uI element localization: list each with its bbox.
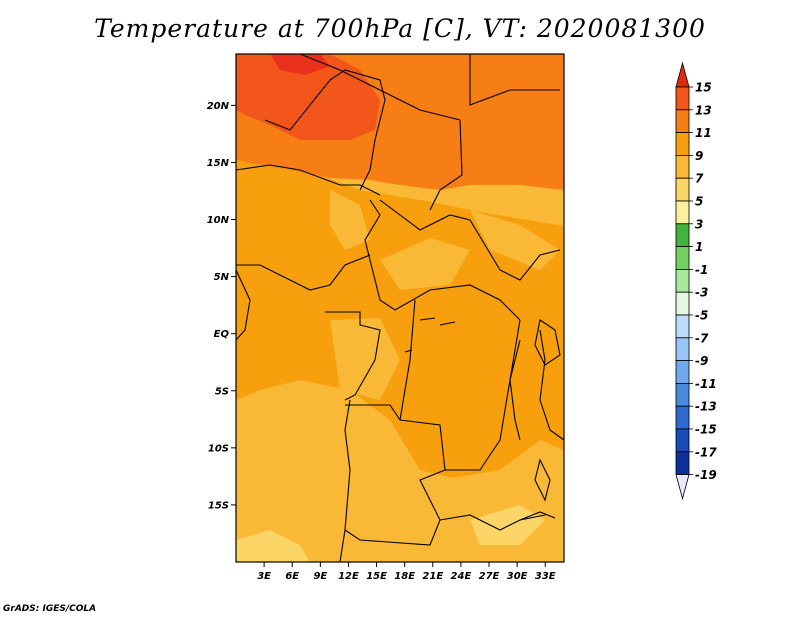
colorbar-label: 15 [695,81,712,95]
colorbar-segment [675,86,690,111]
colorbar-segment [675,337,690,361]
colorbar-label: 9 [695,149,703,163]
chart-title: Temperature at 700hPa [C], VT: 202008130… [94,14,706,43]
field-patch-7-9 [330,190,370,250]
colorbar-label: -7 [695,331,709,345]
lake-shore [509,319,521,441]
colorbar-label: -13 [695,400,717,414]
lon-tick-label: 18E [394,571,415,582]
colorbar-label: 7 [695,172,704,186]
lon-tick-label: 9E [313,571,327,582]
border-line [539,329,565,441]
lake-victoria [534,319,561,366]
colorbar-segment [675,109,690,134]
lon-tick-label: 33E [535,571,556,582]
lat-tick-label: 10S [208,443,229,454]
colorbar-segment [675,200,690,225]
latitude-axis: 20N 15N 10N 5N EQ 5S 10S 15S [207,101,236,511]
border-line [236,254,371,291]
colorbar: 15 13 11 9 7 5 3 1 -1 -3 -5 -7 -9 -11 -13 -15 -17 -19 [675,61,717,501]
coast-line [339,399,351,563]
border-line [439,514,546,531]
colorbar-bottom-arrow [675,474,690,501]
border-line [299,53,463,211]
border-line [399,299,416,421]
border-line [445,339,521,471]
field-patch-7-9 [380,238,470,290]
lon-tick-label: 30E [507,571,528,582]
coast-line [235,269,251,341]
field-patch-7-9 [236,385,350,545]
lat-tick-label: EQ [214,329,230,340]
lon-tick-label: 24E [451,571,472,582]
lake-malawi [534,458,551,502]
colorbar-label: -17 [695,445,717,459]
lat-tick-label: 10N [207,215,230,226]
lat-tick-label: 5S [215,386,229,397]
field-band-9-11 [500,300,564,440]
colorbar-segment [675,428,690,453]
field-patch-5-7 [470,505,545,545]
colorbar-label: -3 [695,286,708,300]
border-line [344,404,446,546]
longitude-axis: 3E 6E 9E 12E 15E 18E 21E 24E 27E 30E 33E [257,562,556,582]
colorbar-top-arrow [675,61,690,88]
border-line [364,199,521,321]
border-line [379,199,561,281]
field-patch-7-9 [330,318,400,400]
colorbar-segment [675,291,690,316]
colorbar-label: -1 [695,263,708,277]
lake-kariba [519,511,556,521]
field-core-13-15 [236,54,380,140]
colorbar-segment [675,405,690,430]
border-line [264,69,386,191]
colorbar-label: -9 [695,354,708,368]
lon-tick-label: 6E [285,571,299,582]
colorbar-label: -5 [695,309,708,323]
border-line [235,164,381,196]
lon-tick-label: 12E [338,571,359,582]
lon-tick-label: 27E [479,571,500,582]
lat-tick-label: 15S [208,500,229,511]
colorbar-segment [675,246,690,270]
lon-tick-label: 21E [422,571,443,582]
colorbar-segment [675,154,690,179]
river-marks [404,317,456,353]
colorbar-segment [675,314,690,339]
colorbar-segment [675,132,690,156]
colorbar-segment [675,223,690,248]
colorbar-label: 5 [695,195,703,209]
colorbar-label: 3 [695,217,703,231]
lat-tick-label: 5N [214,272,230,283]
colorbar-segment [675,268,690,293]
border-line [325,311,381,401]
colorbar-label: 1 [695,240,703,254]
country-boundaries [235,53,565,563]
lon-tick-label: 15E [366,571,387,582]
border-line [469,54,560,106]
lat-tick-label: 15N [207,158,230,169]
colorbar-label: -19 [695,468,717,482]
colorbar-segment [675,360,690,384]
colorbar-label: 13 [695,103,712,117]
colorbar-label: -15 [695,423,717,437]
field-core-15plus [270,54,330,75]
field-band-11-13 [236,110,300,160]
field-patch-5-7 [236,530,310,562]
colorbar-segment [675,382,690,407]
lat-tick-label: 20N [207,101,230,112]
field-patch-7-9 [470,210,560,270]
colorbar-label: -11 [695,377,717,391]
lon-tick-label: 3E [257,571,271,582]
map-frame [235,53,565,563]
colorbar-segment [675,451,690,475]
temperature-field [236,54,564,562]
colorbar-segment [675,177,690,202]
footer-credit: GrADS: IGES/COLA [3,604,97,614]
colorbar-label: 11 [695,126,712,140]
